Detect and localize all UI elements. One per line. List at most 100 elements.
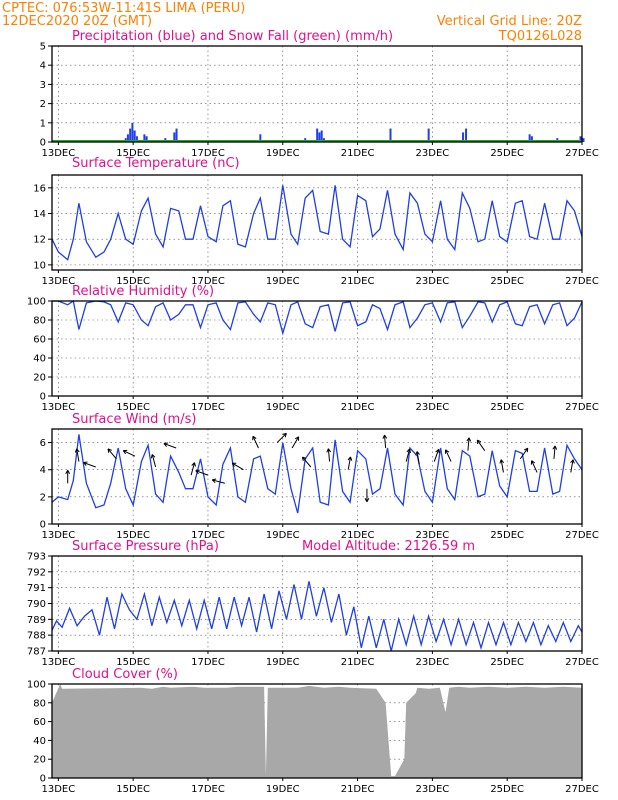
wind-arrow bbox=[195, 469, 209, 476]
temp-line bbox=[51, 185, 583, 261]
wind-arrow bbox=[476, 439, 486, 452]
x-tick-label: 19DEC bbox=[266, 784, 300, 795]
rh-line bbox=[52, 299, 583, 336]
wind-arrow bbox=[444, 449, 452, 462]
x-tick-label: 23DEC bbox=[416, 784, 450, 795]
y-tick-label: 100 bbox=[27, 297, 46, 308]
x-tick-label: 19DEC bbox=[266, 148, 300, 159]
precip-bar bbox=[320, 130, 323, 142]
product-code: TQ0126L028 bbox=[498, 29, 582, 44]
wind-arrow-shaft bbox=[190, 462, 195, 476]
wind-arrow-head bbox=[231, 462, 235, 467]
precip-bar bbox=[427, 128, 430, 142]
station-header: CPTEC: 076:53W-11:41S LIMA (PERU) bbox=[2, 1, 245, 16]
x-tick-label: 25DEC bbox=[490, 402, 524, 413]
wind-arrow bbox=[65, 470, 71, 484]
wind-arrow-shaft bbox=[327, 448, 331, 462]
cloud-frame bbox=[51, 683, 583, 779]
x-tick-label: 15DEC bbox=[116, 530, 150, 541]
wind-arrow-head bbox=[382, 434, 385, 439]
pres-panel: 787 788 789 790 791 792 793 13DEC 15DEC 17DEC 19DE… bbox=[27, 552, 599, 669]
wind-arrow-head bbox=[415, 451, 418, 456]
wind-arrow-head bbox=[350, 456, 353, 461]
wind-arrow-head bbox=[284, 433, 287, 438]
wind-arrow-shaft bbox=[107, 448, 117, 460]
wind-arrow-head bbox=[445, 449, 450, 453]
wind-arrow bbox=[74, 448, 80, 462]
grid-note: Vertical Grid Line: 20Z bbox=[437, 14, 582, 29]
y-tick-label: 4 bbox=[40, 465, 46, 476]
x-tick-label: 27DEC bbox=[565, 402, 599, 413]
y-tick-label: 793 bbox=[27, 552, 46, 563]
x-tick-label: 13DEC bbox=[41, 784, 75, 795]
wind-arrow bbox=[211, 478, 225, 484]
x-tick-label: 19DEC bbox=[266, 530, 300, 541]
wind-arrow bbox=[466, 437, 472, 451]
wind-arrow-shaft bbox=[83, 462, 96, 468]
precip-bar bbox=[389, 128, 392, 142]
wind-arrow-head bbox=[83, 461, 88, 464]
y-tick-label: 790 bbox=[27, 599, 46, 610]
rh-panel: 0 20 40 60 80 100 13DEC 15DEC 17DEC 19DEC 21DEC 23D… bbox=[27, 297, 599, 414]
wind-arrow-head bbox=[163, 443, 167, 447]
y-tick-label: 791 bbox=[27, 583, 46, 594]
x-tick-label: 13DEC bbox=[41, 276, 75, 287]
y-tick-label: 60 bbox=[33, 717, 46, 728]
wind-arrow-head bbox=[194, 462, 196, 467]
x-tick-label: 23DEC bbox=[416, 530, 450, 541]
wind-arrow-head bbox=[366, 497, 370, 502]
wind-arrow-head bbox=[163, 442, 168, 445]
wind-arrow-head bbox=[500, 459, 505, 464]
x-tick-label: 25DEC bbox=[490, 276, 524, 287]
wind-arrow-head bbox=[435, 448, 440, 453]
wind-arrow bbox=[433, 448, 440, 462]
y-tick-label: 10 bbox=[33, 260, 46, 271]
wind-arrow-head bbox=[552, 445, 556, 450]
wind-arrow-head bbox=[83, 462, 87, 466]
y-tick-label: 14 bbox=[33, 209, 46, 220]
x-tick-label: 15DEC bbox=[116, 276, 150, 287]
x-tick-label: 25DEC bbox=[490, 657, 524, 668]
precip-bar bbox=[143, 134, 146, 142]
y-tick-label: 788 bbox=[27, 631, 46, 642]
precip-bar bbox=[462, 132, 465, 142]
x-tick-label: 25DEC bbox=[490, 784, 524, 795]
wind-arrow-shaft bbox=[531, 460, 538, 473]
y-tick-label: 3 bbox=[40, 80, 46, 91]
wind-arrow-head bbox=[384, 434, 388, 439]
wind-arrow-shaft bbox=[151, 454, 157, 468]
wind-arrow bbox=[83, 461, 96, 468]
precip-bar bbox=[129, 128, 132, 142]
wind-arrow-head bbox=[195, 470, 199, 475]
wind-arrow-head bbox=[468, 437, 472, 442]
wind-arrow-head bbox=[195, 469, 200, 472]
rh-title: Relative Humidity (%) bbox=[72, 284, 214, 299]
x-tick-label: 27DEC bbox=[565, 657, 599, 668]
wind-arrow-shaft bbox=[195, 470, 209, 476]
wind-arrow-shaft bbox=[276, 433, 287, 443]
x-tick-label: 19DEC bbox=[266, 402, 300, 413]
wind-arrow-head bbox=[572, 459, 575, 464]
cloud-panel: 0 20 40 60 80 100 13DEC 15DEC 17DEC 19DEC 21DEC 23D… bbox=[27, 680, 599, 796]
precip-bar bbox=[145, 136, 148, 142]
wind-arrow-head bbox=[416, 451, 420, 455]
temp-frame bbox=[51, 174, 583, 271]
wind-arrow bbox=[150, 454, 157, 468]
x-tick-label: 17DEC bbox=[191, 276, 225, 287]
pres-title: Surface Pressure (hPa) bbox=[72, 539, 219, 554]
y-tick-label: 792 bbox=[27, 567, 46, 578]
wind-arrow bbox=[107, 448, 117, 460]
cloud-area bbox=[52, 684, 582, 778]
wind-arrow-head bbox=[302, 456, 307, 459]
wind-arrow-shaft bbox=[553, 445, 556, 459]
wind-arrow bbox=[519, 447, 529, 460]
y-tick-label: 80 bbox=[33, 316, 46, 327]
wind-arrow-head bbox=[122, 450, 127, 455]
x-tick-label: 15DEC bbox=[116, 148, 150, 159]
wind-arrow-shaft bbox=[212, 479, 225, 484]
wind-arrow bbox=[499, 459, 505, 473]
wind-arrow-head bbox=[301, 456, 304, 462]
wind-arrow bbox=[301, 456, 312, 468]
wind-arrow bbox=[163, 442, 177, 449]
